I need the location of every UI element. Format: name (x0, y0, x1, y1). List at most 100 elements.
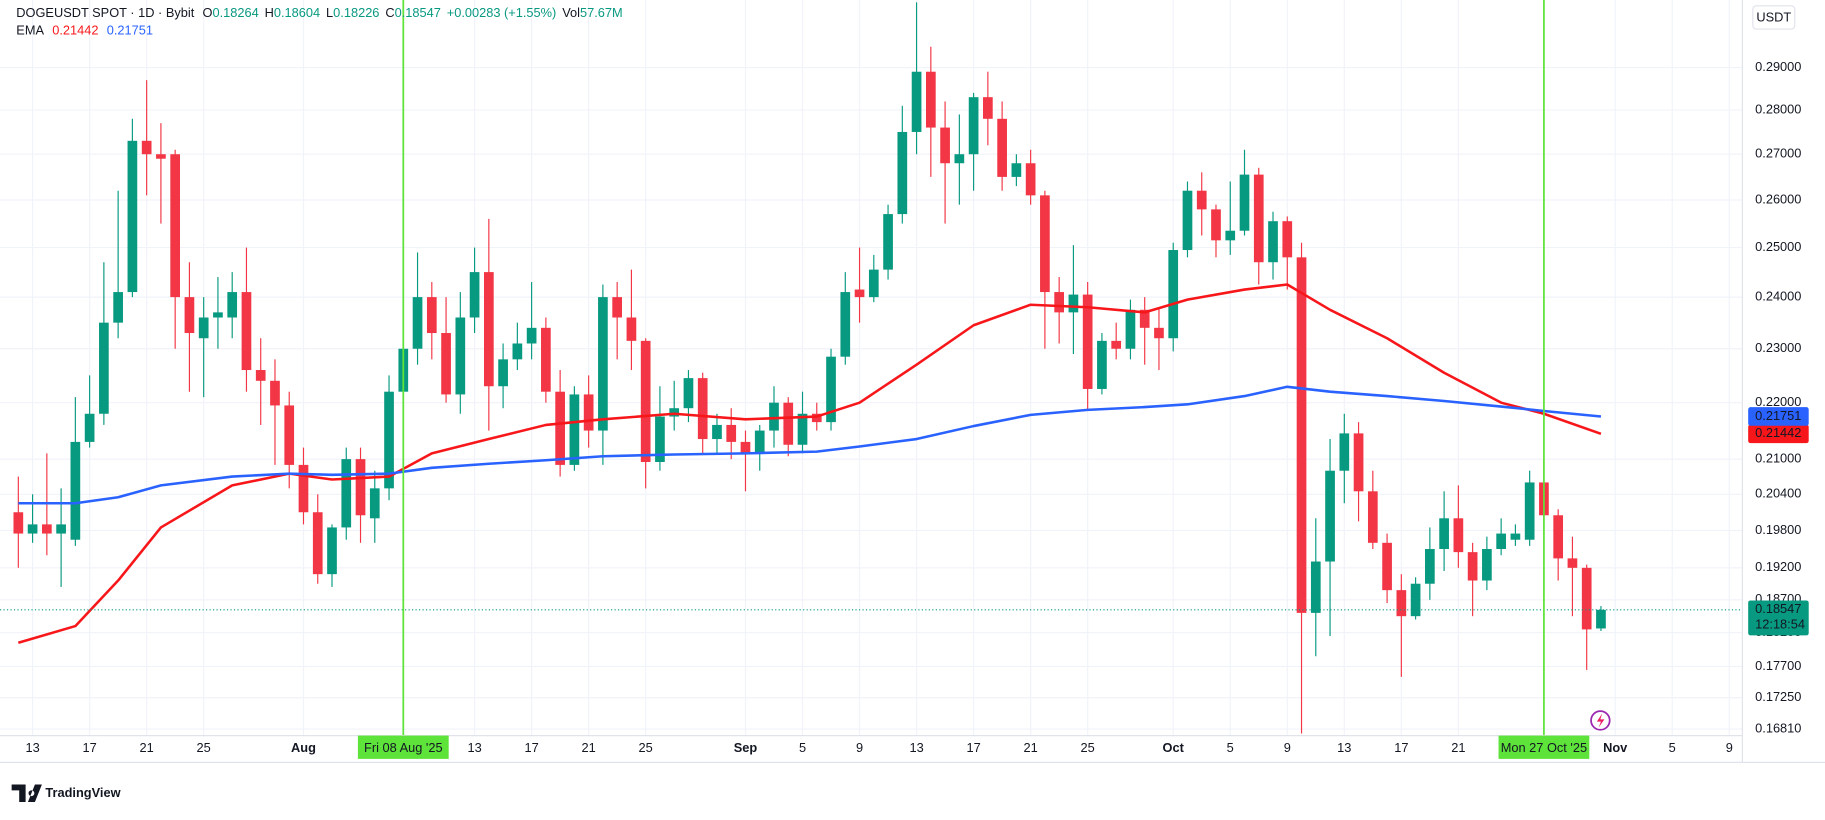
candle-body (840, 292, 851, 357)
price-badge: 0.18547 (1755, 601, 1801, 616)
candle-body (241, 292, 252, 371)
price-badge-bg (1748, 407, 1809, 426)
candle-body (854, 289, 865, 298)
y-tick-label: 0.20400 (1755, 486, 1801, 501)
candle-body (911, 71, 922, 132)
candle-body (783, 402, 794, 445)
x-tick-label: Nov (1603, 740, 1628, 755)
candle-body (1410, 583, 1421, 617)
y-tick-label: 0.17250 (1755, 689, 1801, 704)
marker-label-bg (357, 735, 449, 759)
y-tick-label: 0.19200 (1755, 559, 1801, 574)
candle-body (298, 464, 309, 513)
x-tick-label: 21 (582, 740, 596, 755)
candle-body (1382, 542, 1392, 591)
candle-body (1310, 561, 1321, 613)
currency-button[interactable] (1752, 5, 1796, 30)
marker-label-bg (1498, 735, 1590, 759)
candle-body (640, 340, 651, 463)
candle-body (170, 154, 181, 298)
candle-body (1040, 195, 1050, 293)
candle-body (826, 356, 836, 423)
candle-body (968, 97, 979, 155)
price-badge-bg (1748, 424, 1809, 444)
candle-body (369, 488, 380, 519)
x-tick-label: 17 (1394, 740, 1408, 755)
candle-body (498, 359, 508, 387)
candle-body (1196, 190, 1207, 210)
candle-body (1596, 609, 1606, 629)
candle-body (754, 430, 765, 454)
x-tick-label: 25 (1081, 740, 1095, 755)
candle-body (1239, 174, 1250, 231)
candle-body (84, 413, 95, 442)
candle-body (697, 378, 708, 440)
candle-body (412, 297, 423, 349)
ohlc-value: 0.18547 (395, 5, 441, 20)
alert-icon-bolt[interactable] (1596, 713, 1605, 728)
candle-body (327, 527, 337, 575)
legend-header: DOGEUSDT SPOT · 1D · Bybit O0.18264 H0.1… (16, 5, 622, 20)
candle-body (455, 317, 466, 395)
currency-label[interactable]: USDT (1756, 9, 1791, 24)
candle-body (1339, 433, 1350, 471)
candle-body (213, 312, 223, 318)
y-tick-label: 0.27000 (1755, 146, 1801, 161)
candle-body (1011, 163, 1022, 177)
x-tick-label: 5 (1227, 740, 1234, 755)
y-tick-label: 0.24000 (1755, 288, 1801, 303)
marker-label: Fri 08 Aug '25 (364, 740, 443, 755)
x-tick-label: 13 (909, 740, 923, 755)
candle-body (740, 441, 751, 454)
x-tick-label: 13 (467, 740, 481, 755)
y-tick-label: 0.29000 (1755, 59, 1801, 74)
indicator-value: 0.21442 (52, 23, 98, 38)
candle-body (769, 402, 779, 431)
candle-body (655, 416, 665, 463)
candle-body (1025, 163, 1036, 196)
candle-body (626, 317, 637, 341)
alert-icon[interactable] (1590, 710, 1611, 731)
x-tick-label: 17 (83, 740, 97, 755)
y-tick-label: 0.17700 (1755, 658, 1801, 673)
candle-body (1282, 221, 1293, 258)
indicator-legend: EMA 0.21442 0.21751 (16, 23, 153, 38)
candle-body (312, 512, 323, 575)
brand-name[interactable]: TradingView (45, 785, 120, 800)
price-badge-bg (1748, 600, 1809, 636)
indicator-name: EMA (16, 23, 44, 38)
y-tick-label: 0.19800 (1755, 522, 1801, 537)
marker-label: Mon 27 Oct '25 (1501, 740, 1587, 755)
y-tick-label: 0.28000 (1755, 101, 1801, 116)
x-tick-label: Aug (291, 740, 316, 755)
countdown: 12:18:54 (1755, 616, 1805, 631)
candle-body (1325, 470, 1335, 562)
candle-body (184, 297, 195, 334)
y-tick-label: 0.16810 (1755, 720, 1801, 735)
x-tick-label: 9 (1284, 740, 1291, 755)
candle-body (469, 272, 480, 318)
candle-body (683, 378, 694, 409)
candle-body (1467, 552, 1478, 581)
candle-body (1182, 190, 1193, 251)
ohlc-label: C (385, 5, 394, 20)
candle-body (1111, 340, 1122, 349)
candle-body (156, 154, 166, 159)
candle-body (1510, 533, 1521, 540)
candle-body (1553, 515, 1564, 559)
candle-body (127, 140, 138, 293)
candle-body (198, 317, 209, 339)
candle-body (1082, 294, 1093, 389)
y-tick-label: 0.22000 (1755, 394, 1801, 409)
x-tick-label: 25 (197, 740, 211, 755)
candle-body (526, 327, 537, 344)
x-tick-label: 25 (639, 740, 653, 755)
axes: 0.29000 0.28000 0.27000 0.26000 0.25000 0.240… (25, 59, 1809, 759)
y-tick-label: 0.23000 (1755, 340, 1801, 355)
candle-body (868, 269, 879, 298)
candle-body (797, 413, 808, 445)
candle-body (1567, 558, 1578, 568)
x-tick-label: 9 (856, 740, 863, 755)
candle-body (355, 459, 366, 516)
